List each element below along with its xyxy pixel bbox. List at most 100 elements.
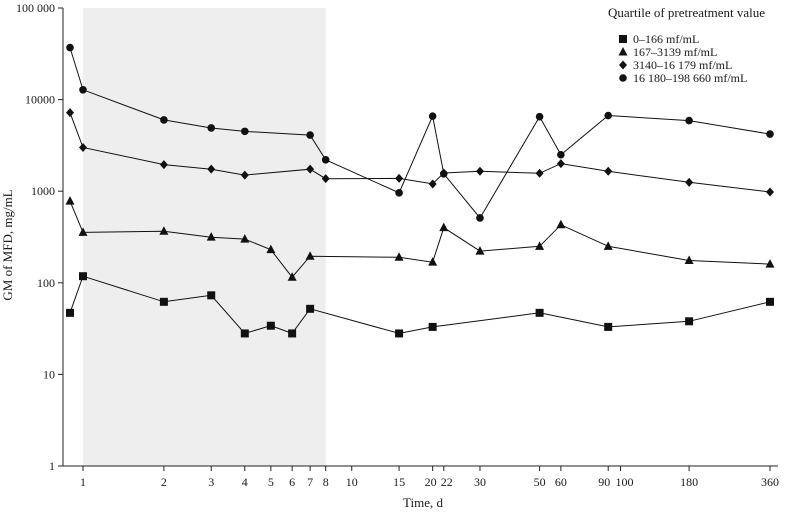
data-point-series-1 [66,308,74,317]
data-point-series-2 [240,234,250,243]
legend-item: 0–166 mf/mL [619,32,699,46]
data-point-series-3 [395,173,404,183]
data-point-series-4 [306,131,314,139]
x-tick-label: 2 [161,475,167,489]
x-tick-label: 15 [393,475,405,489]
series-line-4 [69,47,771,219]
legend-item: 16 180–198 660 mf/mL [619,71,747,85]
data-point-series-1 [288,329,297,338]
x-tick-label: 90 [598,475,610,489]
data-point-series-3 [306,164,315,174]
data-point-series-1 [535,308,544,317]
shaded-region [83,8,326,466]
legend-marker-diamond [619,60,627,70]
plot-lines [69,47,771,334]
legend-marker-triangle [618,47,628,56]
x-axis-label: Time, d [403,495,443,510]
data-point-series-4 [766,130,774,138]
data-point-series-2 [394,252,404,261]
data-point-series-3 [475,166,484,176]
x-tick-label: 8 [323,475,329,489]
data-point-series-3 [321,174,330,184]
data-point-series-2 [439,222,449,232]
data-point-series-3 [766,187,774,197]
data-point-series-4 [79,85,87,94]
y-tick-label: 10000 [25,93,55,107]
data-point-series-3 [207,164,216,174]
y-tick-label: 10 [43,367,55,381]
y-ticks: 1 10 100 1000 10000 100 000 [16,1,63,473]
series-line-3 [69,112,771,193]
data-point-series-3 [556,159,565,169]
x-tick-label: 360 [761,475,779,489]
data-point-series-2 [556,219,566,229]
x-tick-label: 50 [534,475,546,489]
data-point-series-2 [603,241,613,250]
data-point-series-1 [306,304,315,313]
data-point-series-2 [159,226,169,235]
data-point-series-1 [685,317,694,326]
x-ticks: 1 2 3 4 5 6 7 8 10 15 20 22 30 50 60 90 100 180 360 [80,466,779,489]
legend-label: 16 180–198 660 mf/mL [633,71,747,85]
legend-marker-square [619,35,627,43]
y-tick-label: 1 [49,459,55,473]
x-tick-label: 60 [555,475,567,489]
data-point-series-4 [557,150,565,159]
y-tick-label: 1000 [31,184,55,198]
data-point-series-4 [66,43,74,52]
legend-marker-circle [619,74,627,82]
data-point-series-1 [240,329,249,338]
data-point-series-1 [159,297,168,306]
legend-label: 3140–16 179 mf/mL [633,58,732,72]
data-point-series-2 [305,251,315,260]
data-point-series-3 [428,179,437,189]
data-point-series-2 [765,259,775,268]
data-point-series-3 [685,177,694,187]
data-point-series-2 [287,272,297,281]
x-tick-label: 3 [208,475,214,489]
data-point-series-1 [395,329,404,338]
data-point-series-4 [685,116,693,125]
series-line-1 [69,275,771,334]
data-point-series-4 [476,214,484,222]
legend-item: 167–3139 mf/mL [618,45,717,59]
data-point-series-1 [604,322,613,331]
data-point-series-4 [241,127,249,136]
data-point-series-3 [159,160,168,170]
plot-markers [65,43,775,338]
y-axis-label: GM of MFD, mg/mL [0,189,15,300]
data-point-series-4 [535,112,544,121]
data-point-series-2 [535,241,545,250]
data-point-series-2 [65,196,75,205]
x-tick-label: 30 [474,475,486,489]
data-point-series-1 [766,297,774,306]
data-point-series-3 [240,170,249,180]
x-tick-label: 10 [346,475,358,489]
x-tick-label: 22 [441,475,453,489]
data-point-series-4 [160,116,168,124]
x-tick-label: 5 [268,475,274,489]
data-point-series-2 [684,255,694,265]
x-tick-label: 1 [80,475,86,489]
x-tick-label: 4 [242,475,248,489]
x-tick-label: 7 [307,475,313,489]
data-point-series-4 [439,169,448,178]
data-point-series-4 [604,111,612,120]
data-point-series-4 [395,189,403,197]
data-point-series-2 [428,257,438,266]
data-point-series-4 [321,156,330,164]
data-point-series-3 [79,142,87,152]
legend-label: 167–3139 mf/mL [633,45,717,59]
data-point-series-1 [266,321,275,330]
data-point-series-1 [79,272,87,281]
data-point-series-1 [207,291,216,300]
data-point-series-2 [475,246,485,255]
data-point-series-3 [66,108,74,118]
data-point-series-3 [604,166,613,176]
data-point-series-1 [428,322,437,331]
x-tick-label: 20 [425,475,437,489]
x-tick-label: 100 [615,475,633,489]
data-point-series-2 [206,232,216,241]
